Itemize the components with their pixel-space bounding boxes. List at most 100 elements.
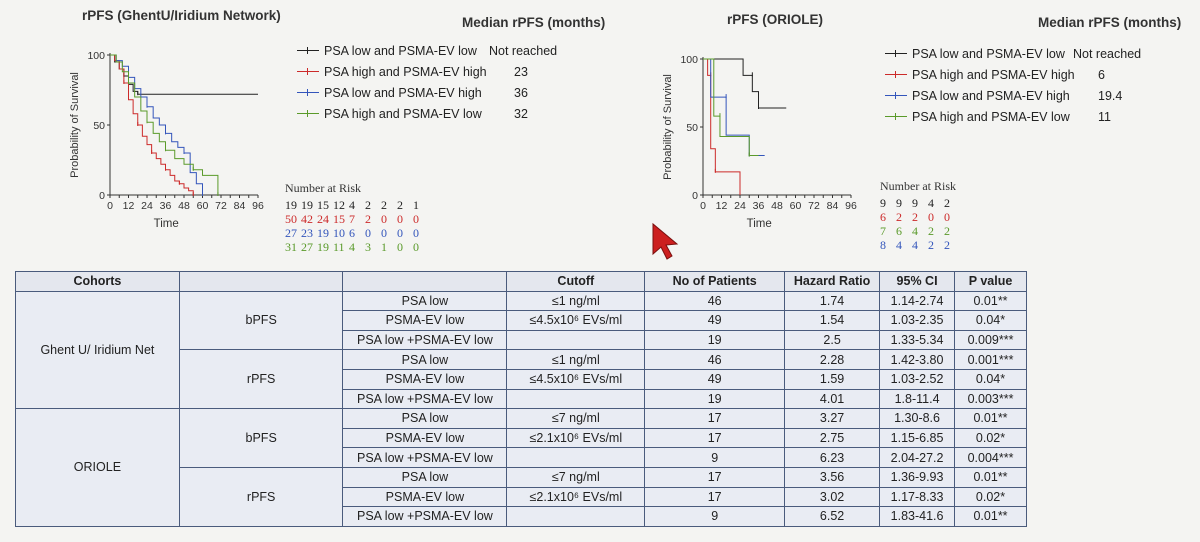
risk-value: 1 bbox=[413, 198, 419, 212]
median-value: Not reached bbox=[1073, 46, 1142, 61]
marker-cell: PSA low +PSMA-EV low bbox=[342, 506, 508, 527]
table-header-row: Cohorts Cutoff No of Patients Hazard Ratio 9… bbox=[15, 271, 1027, 292]
hazard-ratio-cell: 6.23 bbox=[784, 447, 881, 468]
km-series-1 bbox=[703, 58, 741, 195]
patients-cell: 19 bbox=[644, 388, 786, 410]
pointer-arrow-icon bbox=[652, 222, 679, 260]
ci-cell: 1.30-8.6 bbox=[879, 408, 956, 429]
risk-value: 0 bbox=[413, 240, 419, 254]
risk-row: 27 23 19 10 6 0 0 0 0 bbox=[285, 226, 429, 240]
risk-value: 2 bbox=[365, 212, 371, 226]
hazard-ratio-cell: 1.59 bbox=[784, 368, 881, 390]
patients-cell: 17 bbox=[644, 466, 786, 488]
ci-cell: 1.15-6.85 bbox=[879, 427, 956, 449]
hazard-ratio-cell: 3.27 bbox=[784, 408, 881, 429]
y-tick-label: 50 bbox=[93, 120, 105, 132]
risk-value: 4 bbox=[912, 224, 918, 238]
legend-item: PSA high and PSMA-EV high 6 bbox=[885, 64, 1185, 85]
x-tick-label: 24 bbox=[141, 200, 153, 212]
chart-title-ghent: rPFS (GhentU/Iridium Network) bbox=[82, 8, 281, 23]
cutoff-cell: ≤7 ng/ml bbox=[506, 466, 646, 488]
cutoff-cell: ≤1 ng/ml bbox=[506, 290, 646, 312]
x-tick-label: 84 bbox=[827, 200, 839, 212]
x-tick-label: 96 bbox=[252, 200, 264, 212]
p-value-cell: 0.02* bbox=[954, 427, 1027, 449]
patients-cell: 49 bbox=[644, 368, 786, 390]
median-title-oriole: Median rPFS (months) bbox=[1038, 15, 1182, 30]
risk-value: 0 bbox=[381, 226, 387, 240]
legend-line-icon bbox=[297, 46, 319, 56]
km-chart-oriole: 0 12 24 36 48 60 72 84 96 0 50 100 Time Probability o… bbox=[662, 54, 857, 230]
km-series-2 bbox=[703, 58, 765, 157]
p-value-cell: 0.003*** bbox=[954, 388, 1027, 410]
table-header-cell bbox=[342, 271, 508, 292]
hazard-ratio-cell: 2.5 bbox=[784, 329, 881, 351]
median-value: 23 bbox=[514, 64, 528, 79]
marker-cell: PSA low +PSMA-EV low bbox=[342, 329, 508, 351]
ci-cell: 1.83-41.6 bbox=[879, 506, 956, 527]
hazard-ratio-cell: 1.54 bbox=[784, 310, 881, 331]
p-value-cell: 0.01** bbox=[954, 408, 1027, 429]
table-row: Ghent U/ Iridium Net bPFS PSA low ≤1 ng/ml 4… bbox=[15, 290, 1027, 410]
cutoff-cell bbox=[506, 388, 646, 410]
hazard-ratio-cell: 4.01 bbox=[784, 388, 881, 410]
y-tick-label: 50 bbox=[686, 122, 698, 134]
p-value-cell: 0.01** bbox=[954, 506, 1027, 527]
p-value-cell: 0.001*** bbox=[954, 349, 1027, 370]
km-series-1 bbox=[110, 54, 194, 195]
hazard-ratio-cell: 3.02 bbox=[784, 486, 881, 508]
patients-cell: 9 bbox=[644, 506, 786, 527]
patients-cell: 17 bbox=[644, 427, 786, 449]
km-series-2 bbox=[110, 54, 203, 195]
table-header-cell: Hazard Ratio bbox=[784, 271, 881, 292]
marker-cell: PSMA-EV low bbox=[342, 486, 508, 508]
table-row: PSMA-EV low ≤2.1x10⁶ EVs/ml 17 3.02 1.17-8.3… bbox=[16, 486, 1027, 508]
risk-value: 8 bbox=[880, 238, 886, 252]
risk-value: 2 bbox=[944, 196, 950, 210]
x-tick-label: 72 bbox=[215, 200, 227, 212]
risk-title: Number at Risk bbox=[285, 181, 361, 195]
risk-row: 31 27 19 11 4 3 1 0 0 bbox=[285, 240, 429, 254]
risk-value: 2 bbox=[912, 210, 918, 224]
patients-cell: 46 bbox=[644, 290, 786, 312]
risk-value: 9 bbox=[880, 196, 886, 210]
y-axis-label: Probability of Survival bbox=[662, 74, 674, 180]
risk-value: 4 bbox=[349, 198, 355, 212]
risk-value: 2 bbox=[365, 198, 371, 212]
marker-cell: PSA low bbox=[342, 290, 508, 312]
ci-cell: 1.14-2.74 bbox=[879, 290, 956, 312]
x-tick-label: 84 bbox=[234, 200, 246, 212]
risk-value: 27 bbox=[301, 240, 313, 254]
risk-value: 10 bbox=[333, 226, 345, 240]
table-row: PSA low +PSMA-EV low 9 6.52 1.83-41.6 0.01** bbox=[16, 506, 1027, 527]
hazard-ratio-cell: 3.56 bbox=[784, 466, 881, 488]
risk-value: 19 bbox=[285, 198, 297, 212]
y-tick-label: 100 bbox=[680, 54, 698, 66]
marker-cell: PSMA-EV low bbox=[342, 368, 508, 390]
x-tick-label: 12 bbox=[123, 200, 135, 212]
ci-cell: 1.33-5.34 bbox=[879, 329, 956, 351]
risk-value: 9 bbox=[912, 196, 918, 210]
patients-cell: 49 bbox=[644, 310, 786, 331]
risk-value: 0 bbox=[944, 210, 950, 224]
marker-cell: PSMA-EV low bbox=[342, 427, 508, 449]
legend-item: PSA high and PSMA-EV low 11 bbox=[885, 106, 1185, 127]
legend-line-icon bbox=[885, 112, 907, 122]
cohort-cell: Ghent U/ Iridium Net bbox=[15, 290, 180, 410]
risk-value: 2 bbox=[397, 198, 403, 212]
patients-cell: 9 bbox=[644, 447, 786, 468]
x-tick-label: 0 bbox=[107, 200, 113, 212]
patients-cell: 17 bbox=[644, 486, 786, 508]
risk-value: 7 bbox=[880, 224, 886, 238]
endpoint-cell: rPFS bbox=[178, 466, 344, 527]
marker-cell: PSMA-EV low bbox=[342, 310, 508, 331]
marker-cell: PSA low bbox=[342, 408, 508, 429]
legend-label: PSA low and PSMA-EV low bbox=[324, 43, 477, 58]
risk-row: 50 42 24 15 7 2 0 0 0 bbox=[285, 212, 429, 226]
risk-value: 0 bbox=[365, 226, 371, 240]
risk-value: 4 bbox=[928, 196, 934, 210]
km-series-3 bbox=[703, 58, 759, 157]
risk-value: 1 bbox=[381, 240, 387, 254]
